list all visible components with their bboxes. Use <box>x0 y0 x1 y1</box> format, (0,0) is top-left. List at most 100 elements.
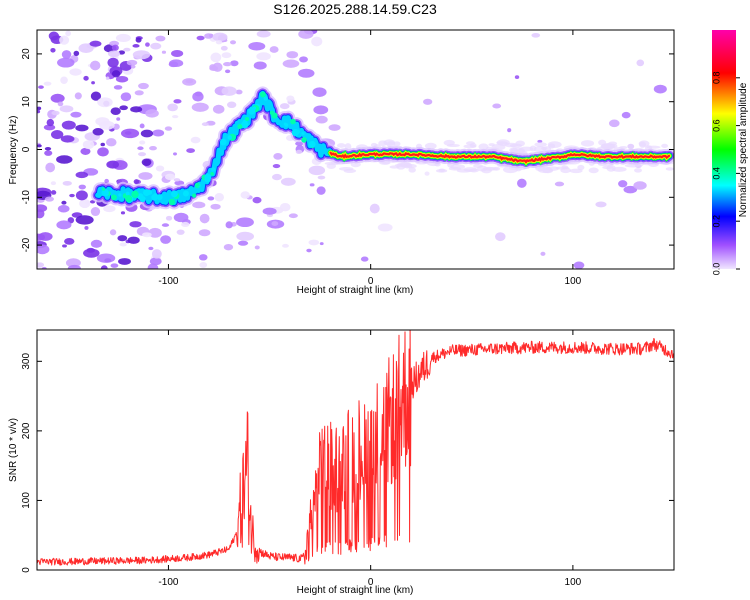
noise-blob <box>221 52 232 59</box>
noise-blob <box>248 41 266 51</box>
noise-blob <box>438 168 446 172</box>
noise-blob <box>135 37 142 43</box>
ridge-spot <box>131 190 139 199</box>
noise-blob <box>150 42 162 50</box>
noise-blob <box>132 50 151 60</box>
noise-blob <box>75 190 88 201</box>
noise-blob <box>111 70 121 78</box>
noise-blob <box>110 263 119 268</box>
noise-blob <box>139 140 146 145</box>
noise-blob <box>393 141 401 147</box>
noise-blob <box>306 248 312 253</box>
noise-blob <box>279 203 291 212</box>
noise-blob <box>145 109 159 118</box>
noise-blob <box>279 103 290 110</box>
noise-blob <box>141 158 152 167</box>
noise-blob <box>286 95 295 102</box>
noise-blob <box>256 30 271 38</box>
noise-blob <box>50 47 56 53</box>
noise-blob <box>256 52 271 61</box>
ridge-spot <box>196 183 200 187</box>
ridge-spot <box>237 124 243 130</box>
noise-blob <box>167 103 178 112</box>
snr-xlabel: Height of straight line (km) <box>297 585 414 596</box>
noise-blob <box>148 227 162 238</box>
noise-blob <box>253 61 267 70</box>
noise-blob <box>269 46 279 53</box>
noise-blob <box>636 59 645 67</box>
noise-blob <box>343 168 357 173</box>
noise-blob <box>235 89 243 95</box>
noise-blob <box>514 75 520 79</box>
ridge-spot <box>204 176 211 183</box>
noise-blob <box>59 105 74 113</box>
colorbar-axes: 0.0 0.2 0.4 0.6 0.8 <box>712 72 740 276</box>
noise-blob <box>282 59 300 68</box>
noise-blob <box>97 147 109 157</box>
noise-blob <box>80 147 91 155</box>
ridge-spot <box>101 187 106 191</box>
noise-blob <box>463 144 477 149</box>
noise-blob <box>295 141 304 146</box>
noise-blob <box>198 229 211 237</box>
noise-blob <box>618 180 628 188</box>
ridge-spot <box>252 106 257 110</box>
noise-blob <box>106 160 120 169</box>
noise-blob <box>634 168 642 173</box>
noise-blob <box>509 143 523 148</box>
noise-blob <box>212 32 228 42</box>
ridge-spot <box>211 167 216 172</box>
noise-blob <box>109 229 117 236</box>
noise-blob <box>168 61 179 68</box>
noise-blob <box>317 175 326 180</box>
spectrogram-ytick-label: 0 <box>21 146 32 152</box>
noise-blob <box>492 103 502 109</box>
noise-blob <box>537 139 543 143</box>
snr-ytick-label: 300 <box>21 353 32 370</box>
noise-blob <box>92 127 104 136</box>
ridge-spot <box>284 123 289 127</box>
noise-blob <box>308 165 326 176</box>
noise-blob <box>653 84 667 94</box>
noise-blob <box>62 244 67 248</box>
snr-panel: -100 0 100 0 100 200 300 Height of straight li… <box>8 329 675 596</box>
noise-blob <box>199 261 208 269</box>
noise-blob <box>198 254 208 261</box>
snr-line <box>37 330 674 566</box>
noise-blob <box>298 30 314 39</box>
ridge-spot <box>110 194 117 201</box>
noise-blob <box>313 105 329 115</box>
ridge-spot <box>101 189 109 197</box>
noise-blob <box>308 239 320 246</box>
noise-blob <box>465 141 476 145</box>
noise-blob <box>149 146 157 151</box>
noise-blob <box>633 181 647 190</box>
noise-blob <box>50 93 65 103</box>
spectrogram-xtick-label: 0 <box>368 276 374 287</box>
noise-blob <box>225 221 233 229</box>
spectrogram-heatmap <box>37 30 674 269</box>
noise-blob <box>90 207 101 217</box>
noise-blob <box>547 143 556 149</box>
noise-blob <box>78 43 94 54</box>
spectrogram-ylabel: Frequency (Hz) <box>8 116 19 185</box>
noise-blob <box>272 163 281 169</box>
noise-blob <box>123 47 131 52</box>
noise-blob <box>119 242 127 247</box>
noise-blob <box>138 152 147 157</box>
noise-blob <box>134 90 144 96</box>
colorbar-tick-label: 0.0 <box>712 263 722 276</box>
snr-xtick-label: 100 <box>565 577 582 588</box>
noise-blob <box>133 179 140 185</box>
noise-blob <box>113 85 123 90</box>
noise-blob <box>89 40 102 47</box>
noise-blob <box>65 30 72 37</box>
noise-blob <box>344 143 352 150</box>
noise-blob <box>56 155 73 164</box>
noise-blob <box>37 233 46 241</box>
noise-blob <box>115 75 129 83</box>
noise-blob <box>369 203 380 214</box>
noise-blob <box>408 167 416 173</box>
noise-blob <box>311 36 323 47</box>
